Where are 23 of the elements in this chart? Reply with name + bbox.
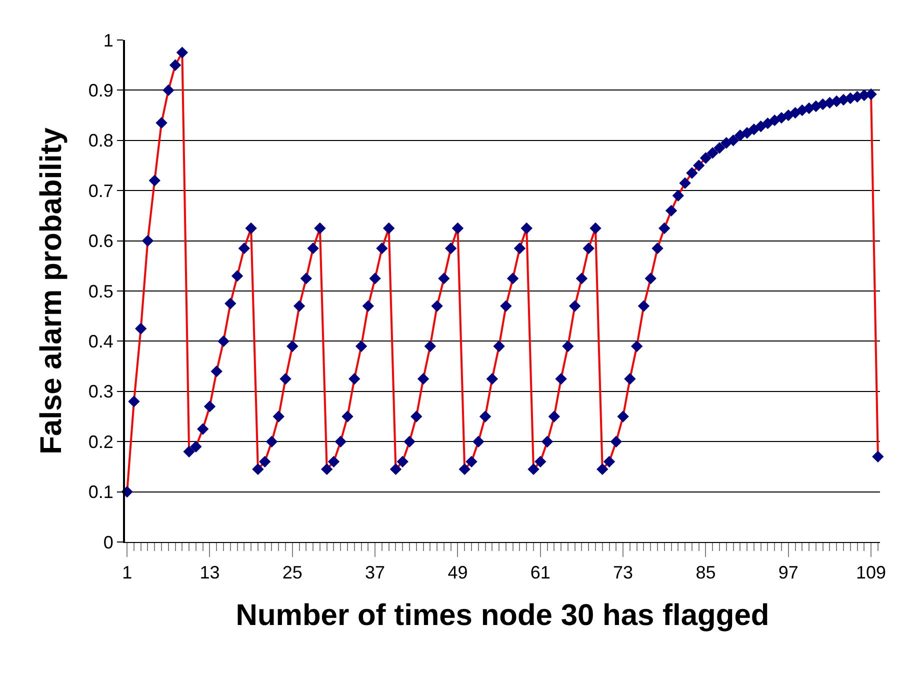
y-tick-label: 1 xyxy=(103,30,114,50)
x-tick-label: 13 xyxy=(200,562,220,583)
y-axis-title: False alarm probability xyxy=(34,127,68,454)
y-tick-label: 0.3 xyxy=(88,382,114,402)
y-tick-label: 0.6 xyxy=(88,231,114,252)
y-tick-label: 0.9 xyxy=(88,80,114,100)
x-axis-title: Number of times node 30 has flagged xyxy=(236,599,770,632)
x-tick-label: 97 xyxy=(778,562,798,583)
x-tick-label: 25 xyxy=(282,562,302,583)
y-tick-label: 0.8 xyxy=(88,130,114,151)
x-tick-label: 1 xyxy=(122,562,132,583)
y-tick-label: 0.4 xyxy=(88,332,114,352)
y-tick-label: 0.1 xyxy=(88,482,114,502)
x-tick-label: 37 xyxy=(365,562,386,583)
y-tick-label: 0 xyxy=(103,532,114,552)
y-tick-label: 0.7 xyxy=(88,180,114,201)
x-tick-label: 109 xyxy=(856,562,886,583)
x-tick-label: 85 xyxy=(696,562,716,583)
y-tick-label: 0.2 xyxy=(88,432,114,452)
y-tick-label: 0.5 xyxy=(88,281,114,302)
x-tick-label: 73 xyxy=(613,562,634,583)
x-tick-label: 61 xyxy=(530,562,550,583)
x-tick-label: 49 xyxy=(448,562,468,583)
